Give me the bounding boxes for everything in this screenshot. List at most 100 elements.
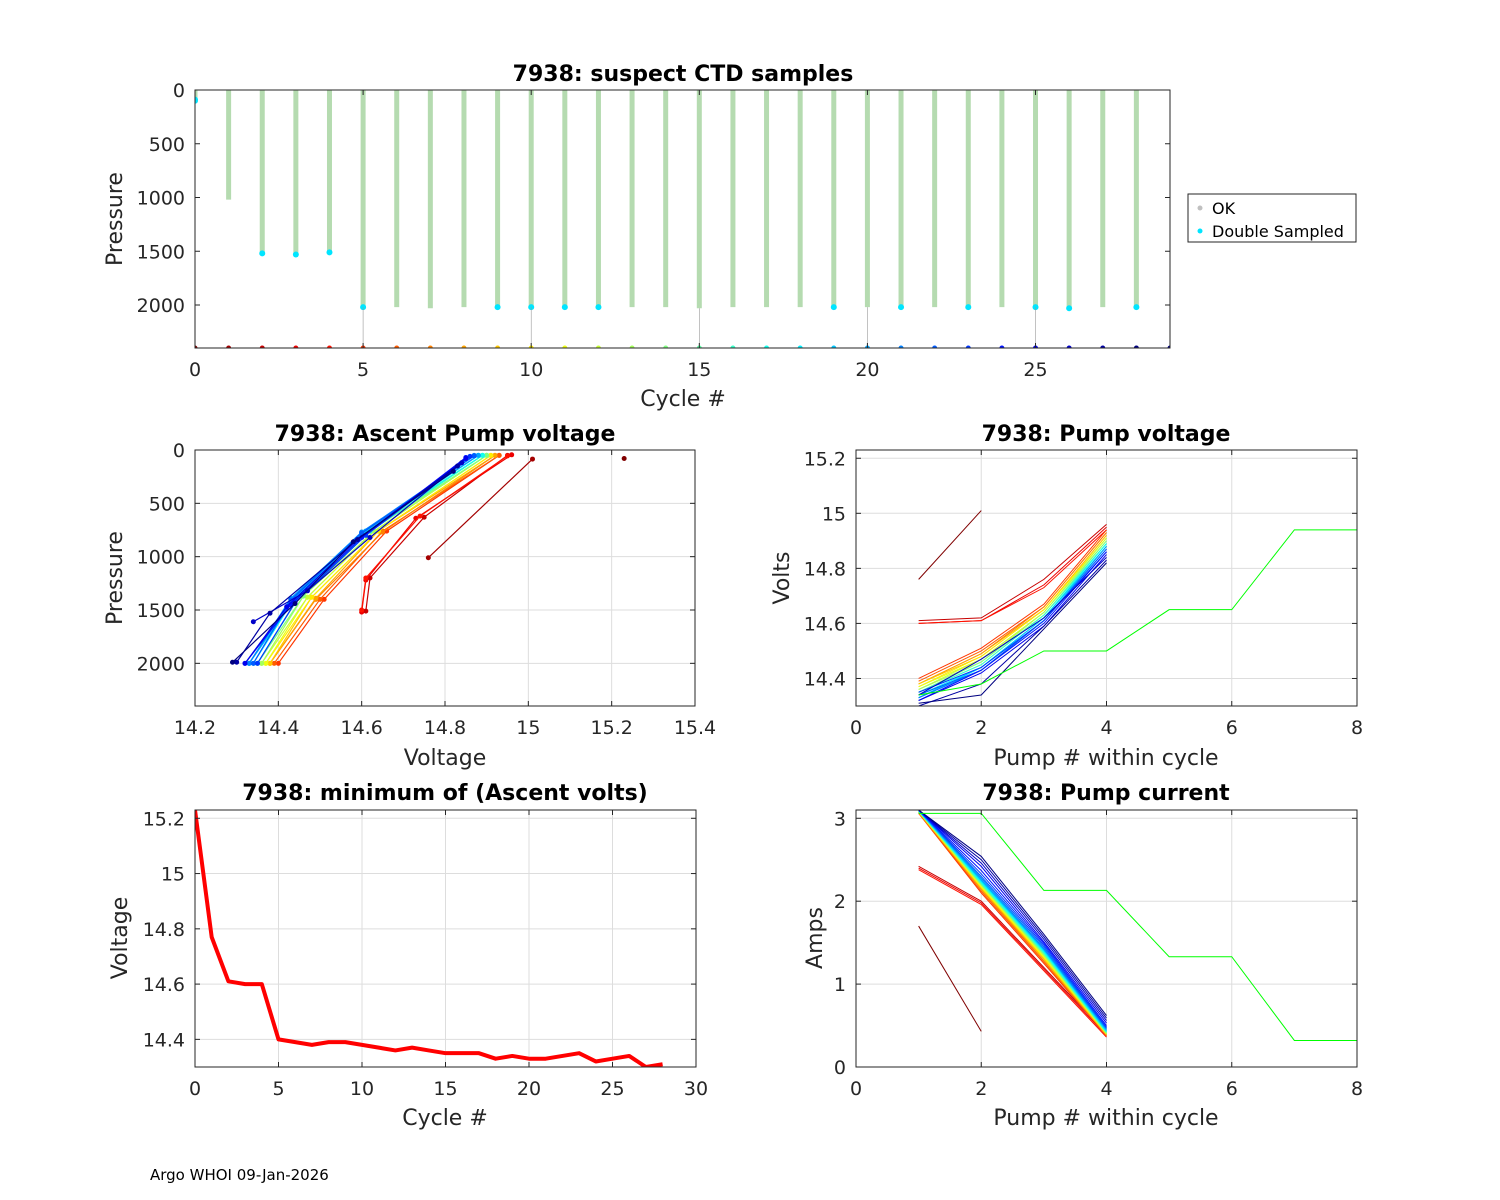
ascent-point — [363, 575, 369, 581]
data-marks — [918, 810, 1357, 1041]
cycle-color-marker — [495, 345, 501, 348]
cycle-color-marker — [562, 345, 568, 348]
cycle-color-marker — [1066, 345, 1072, 348]
double-sampled-point — [898, 304, 905, 311]
y-tick-label: 500 — [149, 493, 185, 515]
pump-series-line — [918, 562, 1107, 704]
cycle-color-marker — [259, 345, 265, 348]
cycle-color-marker — [427, 345, 433, 348]
pump-series-line — [918, 811, 1107, 1034]
ascent-point — [242, 660, 248, 666]
ascent-series-line — [273, 454, 500, 664]
pump-series-line — [918, 865, 1107, 1035]
pump-series-line — [918, 510, 982, 580]
ascent-point — [363, 608, 369, 614]
pump-series-line — [918, 810, 1107, 1024]
data-marks — [230, 452, 627, 666]
x-tick-label: 15.2 — [591, 717, 633, 739]
ascent-point — [250, 660, 256, 666]
x-axis-label: Pump # within cycle — [993, 1106, 1218, 1131]
chart-title: 7938: Pump voltage — [982, 422, 1231, 447]
x-tick-label: 14.6 — [341, 717, 383, 739]
pump-voltage-chart: 0 2 4 6 8 14.4 14.6 14.8 15 15.2 7938: Pump volta… — [770, 422, 1363, 771]
ascent-point — [321, 596, 327, 602]
cycle-color-marker — [932, 345, 938, 348]
y-tick-label: 1 — [834, 974, 846, 996]
x-tick-label: 0 — [850, 717, 862, 739]
pump-series-line — [918, 810, 1107, 1016]
chart-title: 7938: suspect CTD samples — [513, 62, 854, 87]
x-tick-label: 2 — [975, 717, 987, 739]
cycle-color-marker — [831, 345, 837, 348]
ascent-series-line — [277, 454, 500, 664]
x-tick-label: 4 — [1100, 1078, 1112, 1100]
pump-series-line — [918, 529, 1107, 624]
double-sampled-point — [830, 304, 837, 311]
pump-series-line — [918, 810, 1107, 1026]
double-sampled-point — [1066, 305, 1073, 312]
ascent-point — [350, 539, 356, 545]
ascent-point — [313, 595, 319, 601]
pump-series-line — [918, 812, 1107, 1035]
ascent-point — [267, 610, 273, 616]
ascent-point — [305, 594, 310, 600]
cycle-color-marker — [293, 345, 299, 348]
x-tick-label: 15 — [687, 359, 711, 381]
y-tick-label: 0 — [173, 80, 185, 102]
double-sampled-point — [326, 249, 333, 256]
ascent-point — [259, 660, 265, 666]
y-tick-label: 15 — [161, 864, 185, 886]
ascent-point — [309, 594, 315, 600]
y-axis-label: Voltage — [108, 897, 133, 980]
chart-title: 7938: minimum of (Ascent volts) — [242, 781, 648, 806]
x-axis-label: Pump # within cycle — [993, 746, 1218, 771]
pump-series-line — [918, 813, 1107, 1036]
cycle-color-marker — [1100, 345, 1106, 348]
pump-series-line — [918, 867, 1107, 1036]
x-tick-label: 20 — [517, 1078, 541, 1100]
pump-series-line — [918, 812, 1357, 1041]
footer-caption: Argo WHOI 09-Jan-2026 — [150, 1166, 329, 1184]
x-tick-label: 14.4 — [257, 717, 299, 739]
axes-box — [194, 89, 1171, 349]
ascent-point — [300, 593, 306, 599]
y-tick-label: 1500 — [137, 600, 185, 622]
ascent-series-line — [361, 455, 508, 611]
x-tick-label: 20 — [855, 359, 879, 381]
double-sampled-point — [561, 304, 568, 311]
pump-series-line — [918, 523, 1107, 622]
data-marks — [918, 510, 1357, 706]
cycle-color-marker — [999, 345, 1005, 348]
cycle-color-marker — [797, 345, 803, 348]
pump-series-line — [918, 810, 1107, 1029]
y-tick-label: 14.8 — [143, 919, 185, 941]
y-tick-label: 14.6 — [804, 613, 846, 635]
legend-ok-marker — [1197, 205, 1203, 211]
y-tick-label: 1000 — [137, 188, 185, 210]
ascent-point — [284, 604, 290, 610]
x-tick-label: 0 — [189, 1078, 201, 1100]
y-tick-label: 14.8 — [804, 558, 846, 580]
minimum-voltage-line — [195, 810, 663, 1067]
x-tick-label: 5 — [272, 1078, 284, 1100]
data-marks — [195, 90, 1170, 348]
ascent-series-line — [365, 454, 508, 612]
ascent-point — [484, 452, 490, 458]
ascent-point — [234, 659, 240, 665]
ascent-point — [246, 660, 252, 666]
y-axis-label: Pressure — [103, 531, 128, 625]
pump-series-line — [918, 529, 1357, 696]
ascent-point — [292, 601, 298, 607]
ascent-point — [380, 529, 385, 535]
double-sampled-point — [292, 251, 299, 258]
data-marks — [195, 810, 663, 1067]
legend-box — [1187, 193, 1357, 243]
x-tick-label: 4 — [1100, 717, 1112, 739]
ascent-point — [421, 514, 427, 520]
plot-area — [195, 90, 1170, 348]
pump-series-line — [918, 559, 1107, 706]
y-axis-label: Volts — [770, 551, 795, 604]
y-tick-label: 2000 — [137, 653, 185, 675]
ticks: 0 2 4 6 8 0 1 2 3 — [834, 808, 1363, 1100]
y-tick-label: 3 — [834, 808, 846, 830]
